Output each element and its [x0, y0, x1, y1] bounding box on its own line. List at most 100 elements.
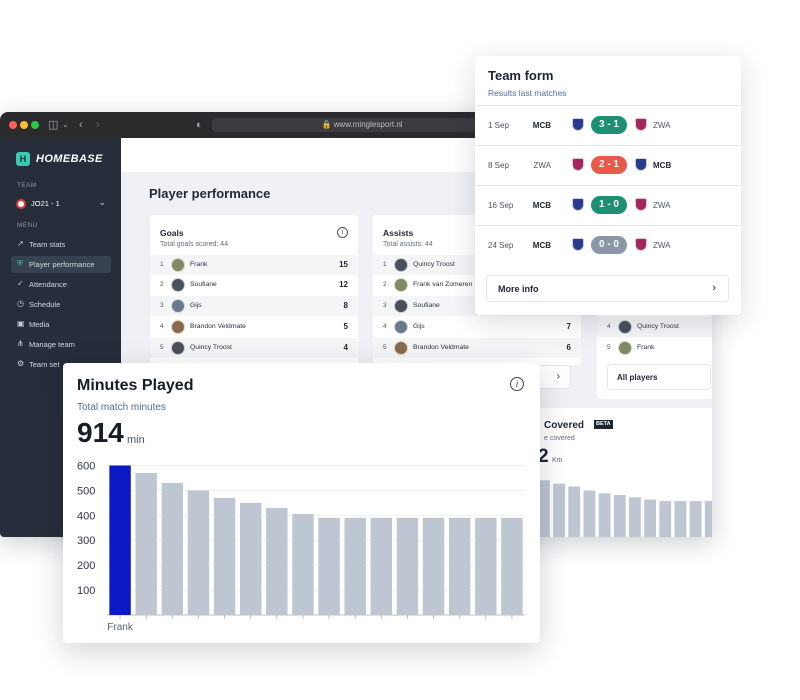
distance-bar[interactable]: [674, 500, 687, 537]
player-name: Quincy Troost: [190, 344, 232, 351]
player-name: Soufiane: [190, 281, 217, 288]
distance-subtitle: e covered: [544, 435, 575, 442]
team-section-label: TEAM: [17, 182, 37, 189]
more-info-label: More info: [498, 284, 539, 294]
distance-bar[interactable]: [568, 486, 581, 537]
avatar: [171, 278, 185, 292]
minutes-total-value: 914: [77, 417, 124, 448]
sidebar-item-player-performance[interactable]: ⛨ Player performance: [11, 256, 111, 273]
team-name: JO21 - 1: [31, 199, 60, 208]
goal-count: 5: [343, 322, 348, 331]
player-name: Gijs: [190, 302, 202, 309]
bar[interactable]: [213, 497, 236, 615]
bar[interactable]: [475, 517, 497, 615]
distance-bar[interactable]: [704, 500, 712, 537]
table-row[interactable]: 2 Soufiane 12: [150, 275, 358, 295]
minimize-window-button[interactable]: [20, 121, 28, 129]
distance-bar[interactable]: [644, 499, 656, 537]
distance-bar[interactable]: [613, 495, 626, 537]
table-row[interactable]: 4 Quincy Troost: [597, 317, 712, 337]
match-row[interactable]: 24 Sep MCB 0 - 0 ZWA: [475, 225, 741, 265]
match-score: 1 - 0: [591, 196, 627, 214]
url-bar[interactable]: 🔒 www.minglesport.nl: [212, 118, 512, 132]
forward-arrow-icon[interactable]: ›: [96, 119, 100, 131]
rank-number: 3: [160, 302, 164, 309]
player-name: Frank: [637, 344, 655, 351]
sidebar-item-manage-team[interactable]: ⋔ Manage team: [11, 336, 111, 353]
y-tick-label: 100: [77, 585, 95, 597]
goals-subtitle: Total goals scored: 44: [160, 241, 229, 248]
bar[interactable]: [239, 502, 262, 615]
y-tick-label: 300: [77, 535, 95, 547]
table-row[interactable]: 2 Frank van Zomeren: [373, 275, 581, 295]
x-tick-label: Frank: [107, 622, 134, 633]
privacy-shield-icon[interactable]: ◐: [196, 119, 203, 131]
close-window-button[interactable]: [9, 121, 17, 129]
bar[interactable]: [135, 472, 157, 615]
table-row[interactable]: 5 Brandon Veldmate 6: [373, 338, 581, 358]
table-row[interactable]: 1 Frank 15: [150, 255, 358, 275]
bar[interactable]: [344, 517, 366, 615]
homebase-logo-icon: H: [16, 152, 30, 166]
sidebar-item-label: Team stats: [29, 240, 66, 249]
sidebar-toggle-icon[interactable]: ◫: [48, 119, 59, 131]
bar[interactable]: [109, 465, 131, 615]
table-row[interactable]: 5 Quincy Troost 4: [150, 338, 358, 358]
distance-bar[interactable]: [629, 497, 641, 537]
match-row[interactable]: 8 Sep ZWA 2 - 1 MCB: [475, 145, 741, 185]
distance-bar[interactable]: [553, 483, 565, 537]
rank-number: 3: [383, 302, 387, 309]
distance-bar[interactable]: [689, 500, 702, 537]
minutes-played-card: Minutes Played i Total match minutes 914…: [63, 363, 540, 643]
bar[interactable]: [422, 517, 445, 615]
bar[interactable]: [187, 490, 210, 615]
team-selector[interactable]: JO21 - 1 ⌄: [14, 196, 108, 212]
back-arrow-icon[interactable]: ‹: [79, 119, 83, 131]
all-players-label: All players: [617, 373, 658, 382]
match-row[interactable]: 1 Sep MCB 3 - 1 ZWA: [475, 105, 741, 145]
match-row[interactable]: 16 Sep MCB 1 - 0 ZWA: [475, 185, 741, 225]
sidebar-item-attendance[interactable]: ✓ Attendance: [11, 276, 111, 293]
away-team: MCB: [653, 161, 672, 170]
distance-bar[interactable]: [583, 490, 596, 537]
table-row[interactable]: 3 Gijs 8: [150, 296, 358, 316]
bar[interactable]: [370, 517, 393, 615]
table-row[interactable]: 4 Gijs 7: [373, 317, 581, 337]
bar[interactable]: [501, 517, 523, 615]
bar[interactable]: [448, 517, 471, 615]
bar[interactable]: [396, 517, 419, 615]
match-date: 16 Sep: [488, 201, 514, 210]
chevron-down-icon[interactable]: ⌄: [62, 120, 69, 129]
bar[interactable]: [161, 482, 184, 615]
y-tick-label: 500: [77, 485, 95, 497]
table-row[interactable]: 5 Frank: [597, 338, 712, 358]
sidebar-item-team-stats[interactable]: ↗ Team stats: [11, 236, 111, 253]
info-icon[interactable]: i: [510, 377, 524, 391]
bar[interactable]: [292, 514, 314, 615]
distance-bar[interactable]: [598, 493, 611, 537]
sidebar-item-media[interactable]: ▣ Media: [11, 316, 111, 333]
all-players-button[interactable]: All players: [607, 364, 711, 390]
player-name: Brandon Veldmate: [413, 344, 469, 351]
more-info-button[interactable]: More info ›: [486, 275, 729, 302]
distance-bar[interactable]: [538, 480, 550, 537]
goal-count: 4: [343, 343, 348, 352]
goal-count: 15: [339, 260, 348, 269]
bar[interactable]: [318, 517, 340, 615]
goals-card: Goals Total goals scored: 44 i 1 Frank 1…: [150, 215, 358, 365]
sidebar-item-schedule[interactable]: ◷ Schedule: [11, 296, 111, 313]
avatar: [394, 341, 408, 355]
sidebar-item-team-settings[interactable]: ⚙ Team set: [11, 356, 111, 373]
match-date: 8 Sep: [488, 161, 509, 170]
rank-number: 1: [383, 261, 387, 268]
bar[interactable]: [266, 507, 288, 615]
maximize-window-button[interactable]: [31, 121, 39, 129]
rank-number: 5: [383, 344, 387, 351]
users-icon: ⋔: [17, 339, 24, 348]
mcb-crest-icon: [572, 198, 584, 211]
table-row[interactable]: 4 Brandon Veldmate 5: [150, 317, 358, 337]
info-icon[interactable]: i: [337, 227, 348, 238]
assist-count: 7: [566, 322, 571, 331]
distance-bar[interactable]: [659, 500, 672, 537]
rank-number: 4: [607, 323, 611, 330]
